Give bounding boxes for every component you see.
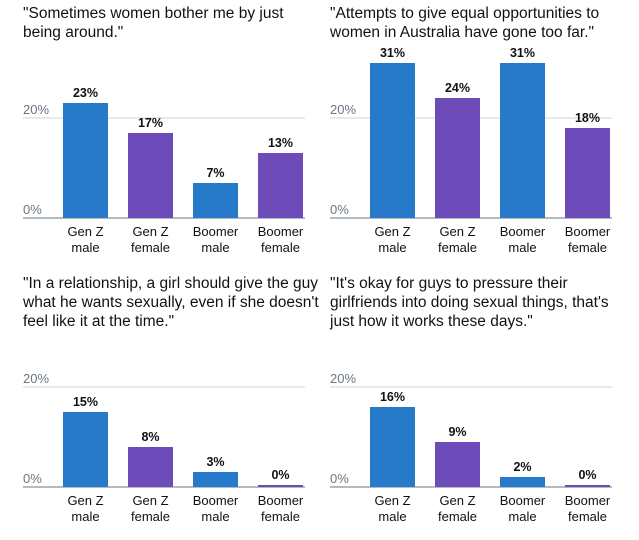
bar bbox=[370, 63, 415, 218]
data-label: 17% bbox=[138, 116, 163, 130]
data-label: 0% bbox=[271, 468, 289, 482]
x-tick-label: female bbox=[261, 509, 300, 524]
x-tick-label: Gen Z bbox=[132, 224, 168, 239]
bar bbox=[435, 98, 480, 218]
x-tick-label: Boomer bbox=[258, 224, 304, 239]
x-tick-label: male bbox=[71, 509, 99, 524]
x-tick-label: female bbox=[568, 240, 607, 255]
bar bbox=[500, 477, 545, 487]
x-tick-label: Boomer bbox=[258, 493, 304, 508]
x-tick-label: male bbox=[201, 240, 229, 255]
y-tick-label: 20% bbox=[23, 371, 49, 386]
bar bbox=[63, 412, 108, 487]
x-tick-label: female bbox=[438, 240, 477, 255]
y-tick-label: 0% bbox=[330, 202, 349, 217]
x-tick-label: male bbox=[378, 240, 406, 255]
bar bbox=[63, 103, 108, 218]
y-tick-label: 0% bbox=[330, 471, 349, 486]
x-tick-label: Gen Z bbox=[374, 493, 410, 508]
data-label: 16% bbox=[380, 390, 405, 404]
x-tick-label: male bbox=[71, 240, 99, 255]
data-label: 18% bbox=[575, 111, 600, 125]
chart-title: "It's okay for guys to pressure their gi… bbox=[330, 275, 609, 330]
x-tick-label: male bbox=[508, 509, 536, 524]
data-label: 8% bbox=[141, 430, 159, 444]
x-tick-label: male bbox=[201, 509, 229, 524]
x-tick-label: male bbox=[378, 509, 406, 524]
x-tick-label: Gen Z bbox=[67, 224, 103, 239]
x-tick-label: Gen Z bbox=[67, 493, 103, 508]
x-tick-label: Boomer bbox=[193, 493, 239, 508]
bar bbox=[258, 153, 303, 218]
bar bbox=[435, 442, 480, 487]
data-label: 31% bbox=[380, 46, 405, 60]
y-tick-label: 0% bbox=[23, 471, 42, 486]
chart-title: "In a relationship, a girl should give t… bbox=[23, 275, 319, 330]
x-tick-label: female bbox=[131, 509, 170, 524]
x-tick-label: Boomer bbox=[500, 493, 546, 508]
bar bbox=[500, 63, 545, 218]
x-tick-label: female bbox=[261, 240, 300, 255]
y-tick-label: 20% bbox=[23, 102, 49, 117]
x-tick-label: female bbox=[131, 240, 170, 255]
bar bbox=[258, 485, 303, 487]
bar bbox=[193, 472, 238, 487]
x-tick-label: female bbox=[568, 509, 607, 524]
bar bbox=[565, 485, 610, 487]
x-tick-label: Gen Z bbox=[439, 224, 475, 239]
y-tick-label: 20% bbox=[330, 102, 356, 117]
y-tick-label: 20% bbox=[330, 371, 356, 386]
x-tick-label: Boomer bbox=[193, 224, 239, 239]
bar bbox=[128, 447, 173, 487]
data-label: 9% bbox=[448, 425, 466, 439]
data-label: 3% bbox=[206, 455, 224, 469]
bar bbox=[128, 133, 173, 218]
x-tick-label: Boomer bbox=[565, 224, 611, 239]
x-tick-label: Gen Z bbox=[439, 493, 475, 508]
bar bbox=[370, 407, 415, 487]
data-label: 15% bbox=[73, 395, 98, 409]
x-tick-label: female bbox=[438, 509, 477, 524]
x-tick-label: Gen Z bbox=[374, 224, 410, 239]
x-tick-label: Boomer bbox=[565, 493, 611, 508]
bar bbox=[193, 183, 238, 218]
y-tick-label: 0% bbox=[23, 202, 42, 217]
data-label: 13% bbox=[268, 136, 293, 150]
bar bbox=[565, 128, 610, 218]
chart-title: "Sometimes women bother me by just being… bbox=[23, 5, 284, 41]
data-label: 7% bbox=[206, 166, 224, 180]
chart-title: "Attempts to give equal opportunities to… bbox=[330, 5, 600, 41]
x-tick-label: Gen Z bbox=[132, 493, 168, 508]
data-label: 0% bbox=[578, 468, 596, 482]
data-label: 23% bbox=[73, 86, 98, 100]
x-tick-label: male bbox=[508, 240, 536, 255]
data-label: 24% bbox=[445, 81, 470, 95]
x-tick-label: Boomer bbox=[500, 224, 546, 239]
data-label: 31% bbox=[510, 46, 535, 60]
data-label: 2% bbox=[513, 460, 531, 474]
